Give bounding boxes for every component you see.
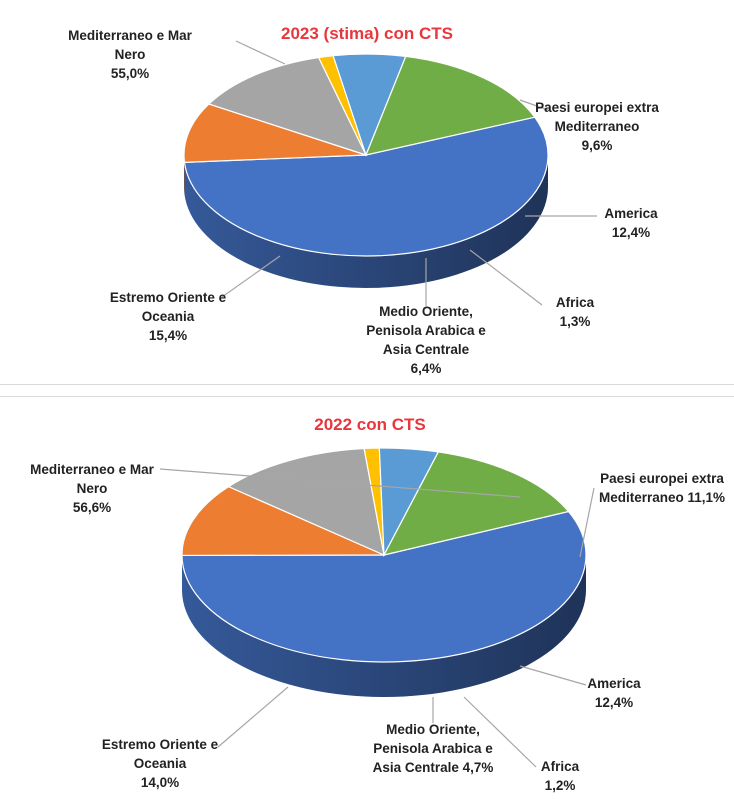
pie-top [184, 54, 548, 256]
panel-divider [0, 385, 734, 396]
leader-line-america [520, 666, 586, 685]
leader-line-estremo-oriente-e-oceania [218, 687, 288, 747]
leader-line-africa [470, 250, 542, 305]
chart-title: 2022 con CTS [314, 415, 426, 434]
leader-line-mediterraneo-e-mar-nero [236, 41, 285, 64]
chart-title: 2023 (stima) con CTS [281, 24, 453, 43]
pie-top [182, 448, 586, 662]
leader-line-paesi-europei-extra-mediterraneo [580, 488, 594, 557]
